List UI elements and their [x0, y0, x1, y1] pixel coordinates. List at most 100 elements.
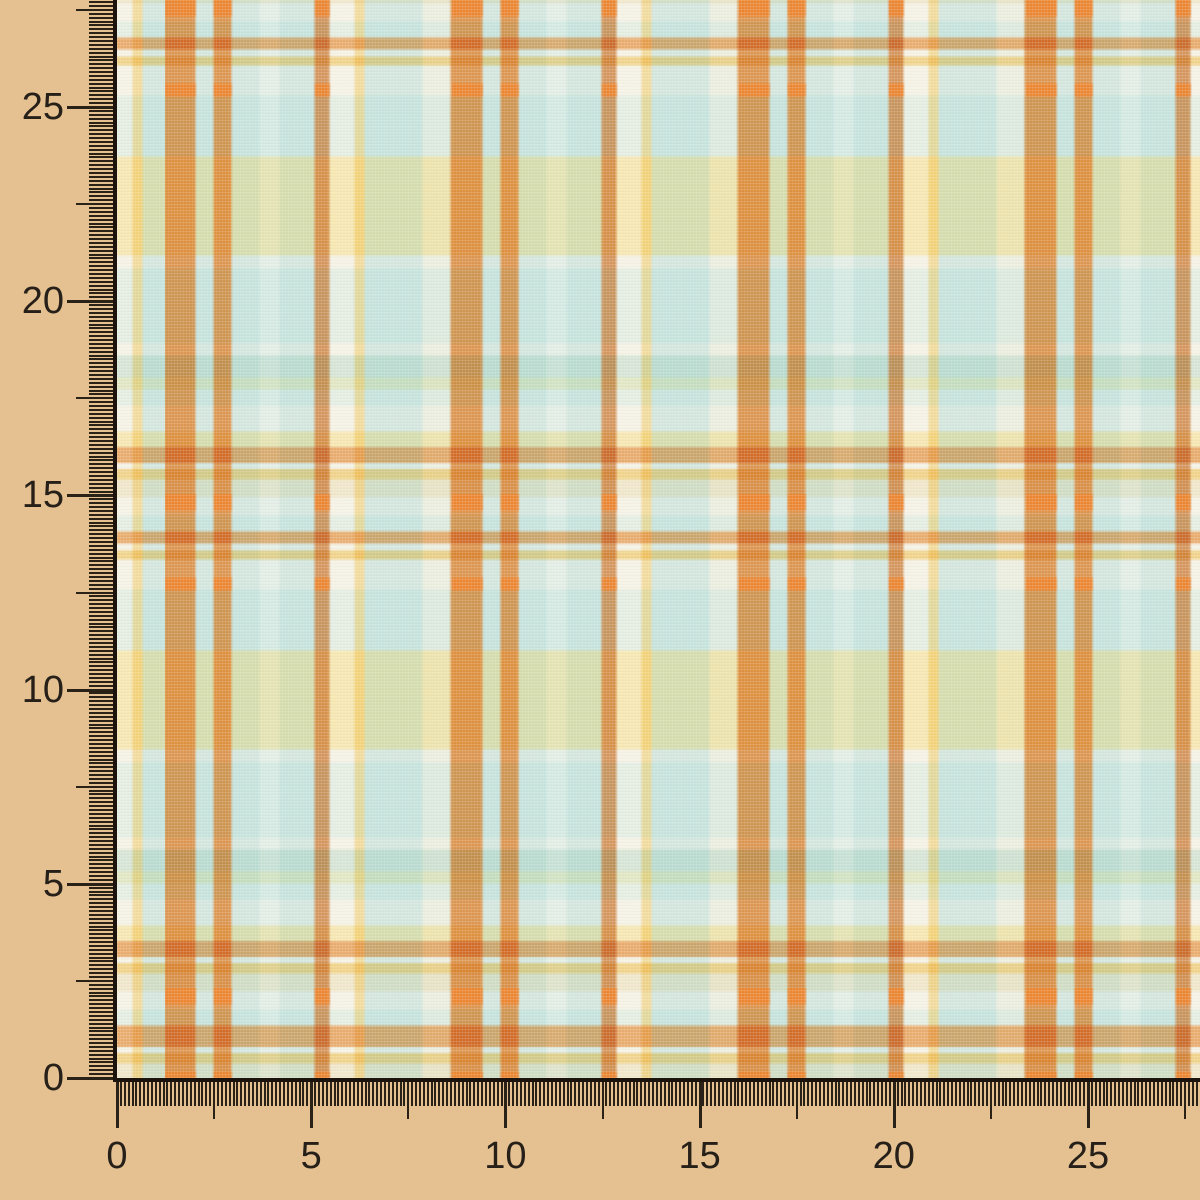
tick-minor	[562, 1082, 565, 1106]
tick-minor	[89, 875, 113, 878]
tick-minor	[89, 575, 113, 578]
tick-minor	[834, 1082, 837, 1106]
tick-minor	[89, 5, 113, 8]
tick-minor	[578, 1082, 581, 1106]
tick-minor	[89, 929, 113, 932]
tick-minor	[737, 1082, 740, 1106]
tick-mid	[989, 1082, 992, 1119]
tick-minor	[547, 1082, 550, 1106]
tick-minor	[539, 1082, 542, 1106]
tick-mid	[76, 203, 113, 206]
tick-minor	[1079, 1082, 1082, 1106]
tick-minor	[356, 1082, 359, 1106]
tick-minor	[881, 1082, 884, 1106]
tick-minor	[1114, 1082, 1117, 1106]
tick-minor	[89, 24, 113, 27]
tick-minor	[760, 1082, 763, 1106]
tick-minor	[89, 1, 113, 4]
ruler-left-label-10: 10	[21, 668, 64, 711]
tick-minor	[89, 113, 113, 116]
tick-minor	[411, 1082, 414, 1106]
tick-minor	[904, 1082, 907, 1106]
tick-minor	[89, 867, 113, 870]
tick-minor	[89, 195, 113, 198]
tick-major	[698, 1082, 702, 1128]
tick-minor	[89, 307, 113, 310]
tick-minor	[679, 1082, 682, 1106]
tick-minor	[655, 1082, 658, 1106]
tick-minor	[613, 1082, 616, 1106]
tick-minor	[473, 1082, 476, 1106]
tick-minor	[1187, 1082, 1190, 1106]
tick-minor	[89, 995, 113, 998]
tick-minor	[89, 649, 113, 652]
tick-minor	[89, 541, 113, 543]
tick-minor	[89, 156, 113, 159]
tick-minor	[570, 1082, 573, 1106]
tick-minor	[89, 739, 113, 742]
tick-minor	[1121, 1082, 1124, 1106]
tick-minor	[558, 1082, 561, 1106]
tick-minor	[89, 1018, 113, 1021]
tick-minor	[89, 805, 113, 808]
tick-minor	[89, 890, 113, 893]
tick-minor	[89, 968, 113, 971]
tick-minor	[89, 618, 113, 621]
tick-minor	[89, 342, 113, 345]
tick-minor	[861, 1082, 864, 1106]
tick-minor	[89, 436, 113, 439]
tick-minor	[89, 98, 113, 101]
tick-minor	[89, 1057, 113, 1060]
tick-minor	[89, 812, 113, 815]
tick-minor	[89, 774, 113, 777]
tick-minor	[352, 1082, 355, 1106]
tick-minor	[89, 292, 113, 295]
tick-minor	[916, 1082, 919, 1106]
tick-minor	[127, 1082, 130, 1106]
tick-minor	[89, 676, 113, 679]
tick-minor	[89, 529, 113, 532]
ruler-bottom-label-10: 10	[484, 1135, 527, 1177]
tick-minor	[954, 1082, 957, 1106]
tick-minor	[89, 587, 113, 590]
tick-minor	[89, 55, 113, 58]
tick-minor	[89, 451, 113, 454]
tick-minor	[1145, 1082, 1148, 1106]
tick-minor	[89, 416, 113, 419]
tick-minor	[597, 1082, 600, 1106]
tick-minor	[89, 90, 113, 93]
tick-minor	[89, 976, 113, 979]
tick-minor	[764, 1082, 767, 1106]
tick-minor	[89, 74, 113, 77]
tick-minor	[89, 238, 113, 241]
tick-major	[67, 1077, 113, 1080]
tick-minor	[671, 1082, 674, 1106]
tick-minor	[768, 1082, 771, 1106]
tick-minor	[438, 1082, 441, 1106]
tick-minor	[143, 1082, 146, 1106]
tick-minor	[853, 1082, 856, 1106]
tick-minor	[484, 1082, 487, 1106]
tick-minor	[663, 1082, 666, 1106]
tick-minor	[89, 991, 113, 994]
tick-minor	[585, 1082, 588, 1106]
tick-minor	[1156, 1082, 1159, 1106]
tick-minor	[240, 1082, 243, 1106]
tick-minor	[492, 1082, 495, 1106]
tick-minor	[89, 59, 113, 62]
tick-minor	[302, 1082, 305, 1106]
tick-minor	[89, 482, 113, 485]
tick-minor	[89, 478, 113, 481]
tick-minor	[89, 311, 113, 314]
tick-minor	[1017, 1082, 1020, 1106]
tick-minor	[1075, 1082, 1078, 1106]
tick-minor	[89, 517, 113, 520]
tick-minor	[951, 1082, 954, 1106]
tick-minor	[89, 568, 113, 571]
tick-minor	[1059, 1082, 1062, 1106]
tick-minor	[89, 471, 113, 474]
tick-minor	[89, 983, 113, 986]
tick-minor	[772, 1082, 775, 1106]
tick-minor	[89, 420, 113, 423]
